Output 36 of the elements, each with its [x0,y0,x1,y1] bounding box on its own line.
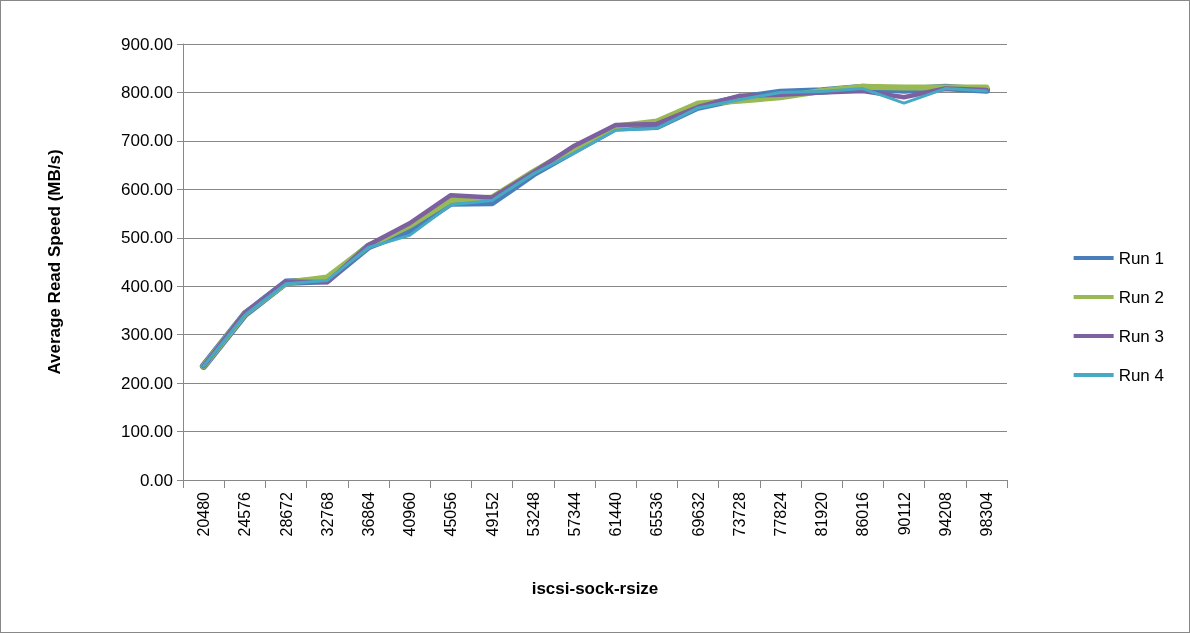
x-tick-label: 98304 [977,491,995,537]
x-tick-label: 77824 [771,491,789,537]
x-tick-label: 24576 [236,491,254,537]
x-tick-label: 45056 [442,491,460,537]
legend-label: Run 2 [1118,287,1165,307]
x-axis-title: iscsi-sock-rsize [531,579,659,598]
x-tick-label: 49152 [483,491,501,537]
x-tick-label: 57344 [565,491,583,537]
x-tick-label: 28672 [277,491,295,537]
y-tick-label: 400.00 [121,276,173,296]
x-tick-label: 69632 [689,491,707,537]
y-tick-label: 700.00 [121,131,173,151]
y-tick-label: 100.00 [121,422,173,442]
y-tick-label: 900.00 [121,34,173,54]
x-tick-label: 53248 [524,491,542,537]
x-tick-label: 81920 [813,491,831,537]
x-tick-label: 90112 [895,491,913,536]
x-tick-label: 73728 [730,491,748,537]
y-tick-label: 200.00 [121,373,173,393]
y-tick-label: 800.00 [121,82,173,102]
y-axis-title: Average Read Speed (MB/s) [45,149,64,375]
x-tick-label: 61440 [607,491,625,537]
y-tick-label: 600.00 [121,179,173,199]
legend-label: Run 3 [1118,326,1165,346]
x-tick-label: 32768 [318,491,336,537]
x-tick-label: 20480 [195,491,213,537]
x-tick-label: 36864 [359,491,377,537]
legend-label: Run 1 [1118,248,1165,268]
y-tick-label: 500.00 [121,228,173,248]
legend-label: Run 4 [1118,365,1165,385]
x-tick-label: 86016 [854,491,872,537]
y-tick-label: 300.00 [121,325,173,345]
x-tick-label: 65536 [648,491,666,537]
x-tick-label: 40960 [401,491,419,537]
y-tick-label: 0.00 [139,470,173,490]
x-tick-label: 94208 [936,491,954,537]
